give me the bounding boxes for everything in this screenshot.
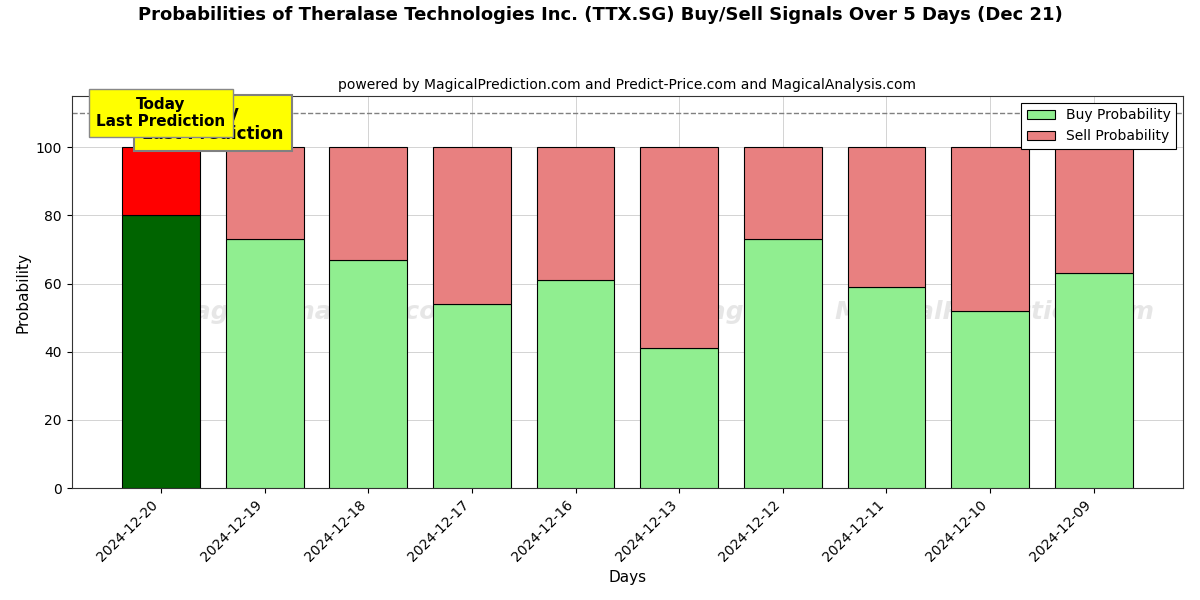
Bar [952,311,1028,488]
Bar [641,349,718,488]
Bar [122,147,200,215]
Text: MagicalAnalysis.com: MagicalAnalysis.com [169,299,463,323]
Bar [744,147,822,239]
Bar [226,239,304,488]
Bar [330,260,407,488]
Bar [1055,147,1133,273]
Bar [744,239,822,488]
Text: Today
Last Prediction: Today Last Prediction [96,97,226,129]
Text: Magical: Magical [684,299,793,323]
Bar [226,147,304,239]
Bar [641,147,718,349]
X-axis label: Days: Days [608,570,647,585]
Bar [847,147,925,287]
Text: Probabilities of Theralase Technologies Inc. (TTX.SG) Buy/Sell Signals Over 5 Da: Probabilities of Theralase Technologies … [138,6,1062,24]
Bar [536,280,614,488]
Text: MagicalPrediction.com: MagicalPrediction.com [834,299,1154,323]
Bar [433,304,511,488]
Title: powered by MagicalPrediction.com and Predict-Price.com and MagicalAnalysis.com: powered by MagicalPrediction.com and Pre… [338,78,917,92]
Bar [433,147,511,304]
Bar [952,147,1028,311]
Bar [1055,273,1133,488]
Legend: Buy Probability, Sell Probability: Buy Probability, Sell Probability [1021,103,1176,149]
Y-axis label: Probability: Probability [16,251,30,332]
Bar [330,147,407,260]
Text: Today
Last Prediction: Today Last Prediction [142,104,283,143]
Bar [847,287,925,488]
Bar [122,215,200,488]
Bar [536,147,614,280]
